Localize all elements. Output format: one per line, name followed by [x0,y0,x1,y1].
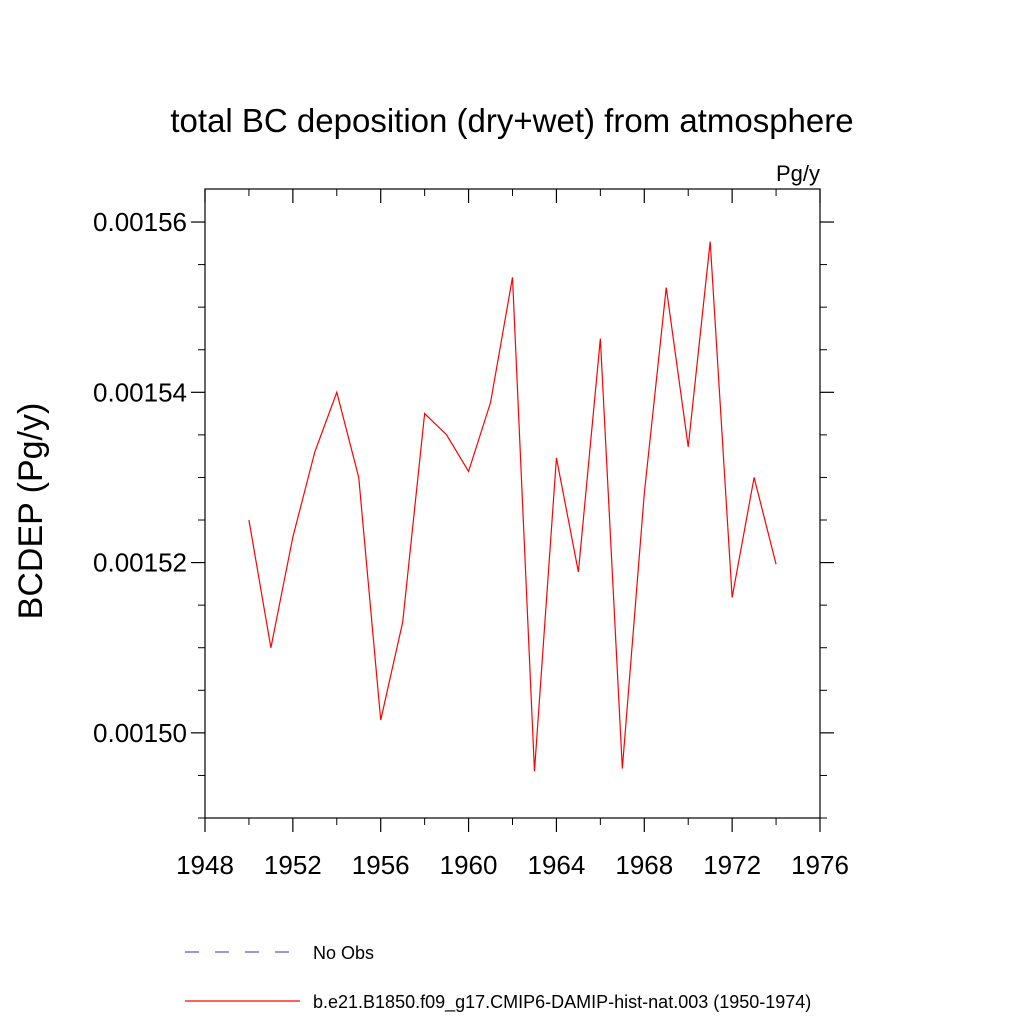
y-tick-label: 0.00150 [93,718,187,748]
x-ticks: 1948 1952 1956 1960 1964 1968 1972 1976 [176,189,849,880]
x-tick-label: 1968 [615,850,673,880]
y-tick-label: 0.00156 [93,207,187,237]
series-layer [248,241,777,772]
y-ticks: 0.00150 0.00152 0.00154 0.00156 [93,207,834,819]
units-label: Pg/y [776,161,820,186]
x-tick-label: 1952 [264,850,322,880]
y-tick-label: 0.00152 [93,548,187,578]
y-axis-label: BCDEP (Pg/y) [12,403,50,620]
legend: No Obs b.e21.B1850.f09_g17.CMIP6-DAMIP-hi… [185,943,811,1013]
series-line-1 [248,241,777,772]
x-tick-label: 1960 [440,850,498,880]
y-tick-label: 0.00154 [93,377,187,407]
x-tick-label: 1972 [703,850,761,880]
legend-label-0: No Obs [313,943,374,963]
x-tick-label: 1964 [528,850,586,880]
x-tick-label: 1948 [176,850,234,880]
chart-title: total BC deposition (dry+wet) from atmos… [170,102,853,139]
x-tick-label: 1956 [352,850,410,880]
x-tick-label: 1976 [791,850,849,880]
legend-label-1: b.e21.B1850.f09_g17.CMIP6-DAMIP-hist-nat… [313,992,811,1013]
